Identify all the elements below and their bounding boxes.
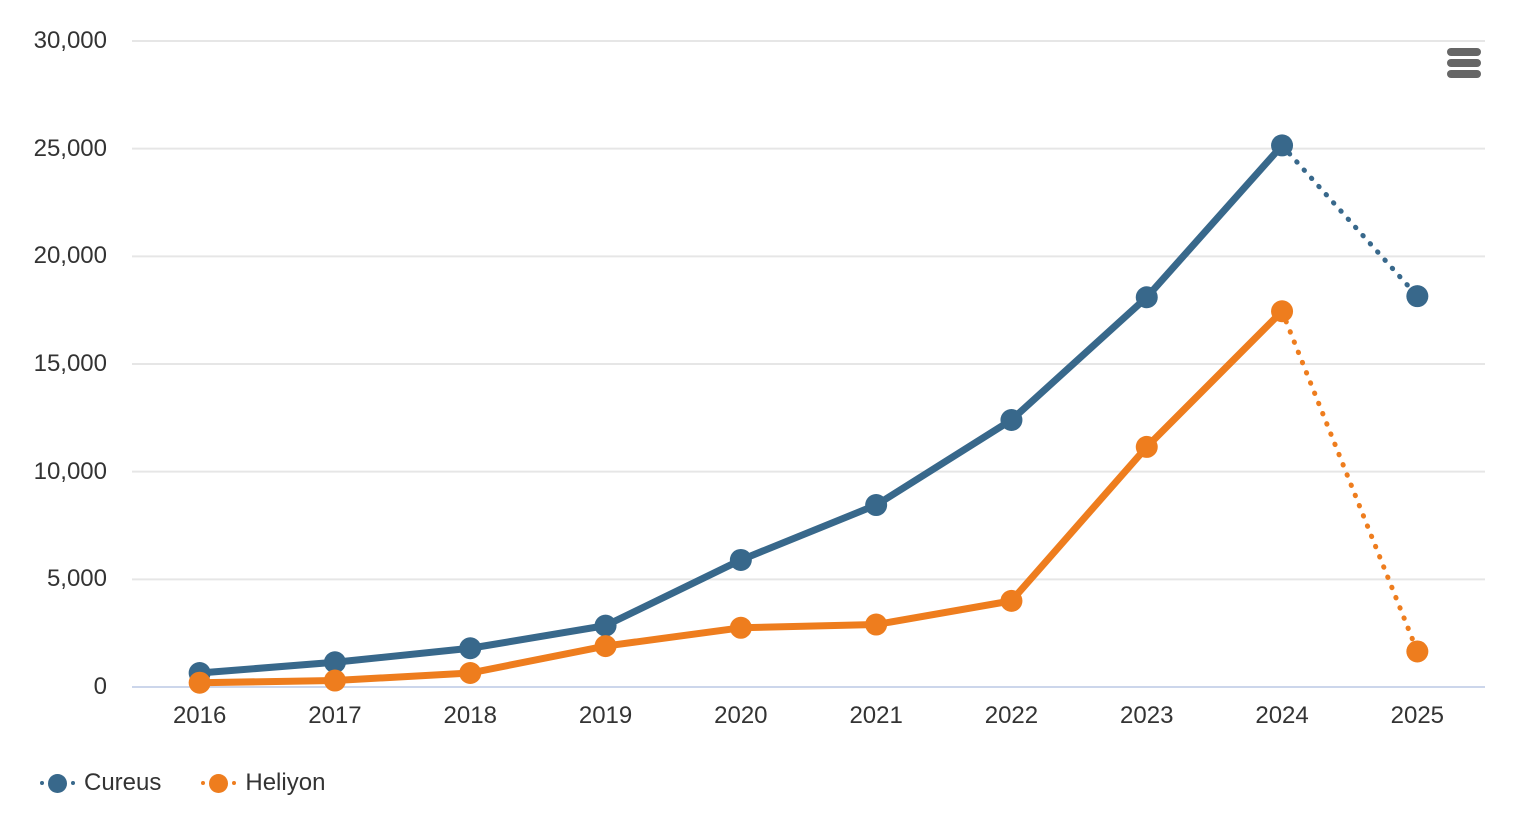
data-point-cureus-2022[interactable] bbox=[1000, 408, 1023, 431]
data-point-cureus-2018[interactable] bbox=[459, 637, 482, 660]
data-point-cureus-2019[interactable] bbox=[594, 614, 617, 637]
legend-item-heliyon[interactable]: Heliyon bbox=[201, 771, 325, 795]
y-axis-tick-label: 30,000 bbox=[33, 27, 107, 54]
data-point-heliyon-2021[interactable] bbox=[865, 613, 888, 636]
data-point-heliyon-2020[interactable] bbox=[729, 616, 752, 639]
legend-dash-icon bbox=[40, 781, 44, 785]
x-axis-tick-label: 2024 bbox=[1255, 702, 1309, 729]
y-axis-tick-label: 10,000 bbox=[33, 457, 107, 485]
x-axis-tick-label: 2021 bbox=[849, 702, 903, 729]
x-axis-tick-label: 2016 bbox=[172, 702, 227, 729]
data-point-heliyon-2024[interactable] bbox=[1271, 300, 1294, 323]
legend-circle-icon bbox=[209, 773, 229, 793]
legend-dash-icon bbox=[201, 781, 206, 785]
legend-marker-icon bbox=[40, 773, 75, 793]
legend-marker-icon bbox=[201, 773, 237, 793]
data-point-heliyon-2016[interactable] bbox=[188, 671, 211, 694]
legend-item-cureus[interactable]: Cureus bbox=[40, 771, 161, 795]
y-axis-tick-label: 15,000 bbox=[33, 350, 107, 377]
x-axis-tick-label: 2017 bbox=[308, 702, 362, 729]
hamburger-menu-icon bbox=[1447, 59, 1481, 67]
series-line-projection-cureus bbox=[1279, 142, 1420, 299]
legend-dash-icon bbox=[232, 781, 237, 785]
y-axis-tick-label: 5,000 bbox=[46, 565, 107, 593]
data-point-heliyon-2018[interactable] bbox=[459, 662, 482, 685]
data-point-heliyon-2025[interactable] bbox=[1406, 640, 1429, 663]
data-point-heliyon-2017[interactable] bbox=[323, 669, 346, 692]
y-axis-tick-label: 25,000 bbox=[33, 134, 107, 162]
hamburger-menu-icon bbox=[1447, 70, 1481, 78]
x-axis-tick-label: 2022 bbox=[984, 702, 1039, 729]
y-axis-tick-label: 0 bbox=[93, 673, 107, 700]
x-axis-tick-label: 2018 bbox=[443, 702, 497, 729]
x-axis-tick-label: 2019 bbox=[578, 702, 633, 729]
data-point-cureus-2017[interactable] bbox=[323, 651, 346, 674]
legend-dash-icon bbox=[71, 781, 75, 785]
data-point-cureus-2021[interactable] bbox=[865, 494, 888, 517]
x-axis-tick-label: 2020 bbox=[714, 702, 768, 729]
chart-context-menu-button[interactable] bbox=[1443, 44, 1485, 82]
x-axis-tick-label: 2025 bbox=[1390, 702, 1445, 729]
legend-circle-icon bbox=[48, 773, 67, 793]
legend-label: Heliyon bbox=[245, 769, 326, 796]
data-point-heliyon-2023[interactable] bbox=[1135, 435, 1158, 458]
data-point-cureus-2023[interactable] bbox=[1135, 286, 1158, 309]
series-line-projection-heliyon bbox=[1279, 308, 1420, 654]
x-axis-tick-label: 2023 bbox=[1120, 702, 1174, 729]
legend-label: Cureus bbox=[84, 769, 162, 796]
hamburger-menu-icon bbox=[1447, 48, 1481, 56]
data-point-heliyon-2022[interactable] bbox=[1000, 589, 1023, 612]
data-point-heliyon-2019[interactable] bbox=[594, 635, 617, 658]
data-point-cureus-2020[interactable] bbox=[729, 548, 752, 571]
y-axis-tick-label: 20,000 bbox=[33, 242, 107, 270]
legend: Cureus Heliyon bbox=[40, 771, 325, 795]
data-point-cureus-2025[interactable] bbox=[1406, 285, 1429, 308]
data-point-cureus-2024[interactable] bbox=[1271, 134, 1294, 157]
series-line-cureus bbox=[199, 143, 1285, 677]
